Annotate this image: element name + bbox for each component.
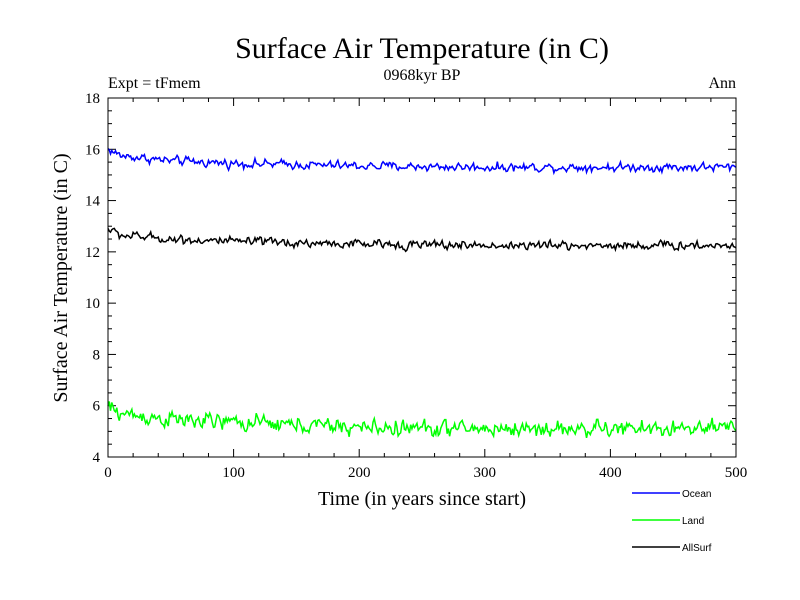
x-tick-label: 400 — [599, 465, 622, 481]
y-tick-label: 4 — [93, 450, 101, 466]
y-tick-label: 10 — [85, 296, 100, 312]
series-line-land — [107, 401, 737, 439]
x-axis-label: Time (in years since start) — [318, 488, 526, 510]
y-axis-label: Surface Air Temperature (in C) — [50, 153, 72, 402]
y-tick-label: 12 — [85, 245, 100, 261]
x-tick-label: 200 — [348, 465, 371, 481]
axis-ticks: 0 100 200 300 400 500 4 6 8 10 12 14 16 18 — [85, 91, 747, 481]
x-tick-label: 300 — [474, 465, 497, 481]
chart-subtitle: 0968kyr BP — [384, 67, 461, 84]
legend-label: Ocean — [682, 489, 711, 500]
experiment-label: Expt = tFmem — [108, 75, 201, 92]
legend-label: Land — [682, 516, 704, 527]
plot-frame — [107, 97, 737, 458]
season-label: Ann — [708, 75, 736, 92]
y-tick-label: 16 — [85, 142, 101, 158]
x-tick-label: 0 — [104, 465, 112, 481]
chart-title: Surface Air Temperature (in C) — [235, 32, 609, 65]
legend-label: AllSurf — [682, 543, 712, 554]
series-group — [107, 148, 737, 439]
y-tick-label: 6 — [93, 399, 101, 415]
x-tick-label: 500 — [725, 465, 748, 481]
series-line-ocean — [107, 148, 737, 176]
y-tick-label: 8 — [93, 347, 101, 363]
series-line-allsurf — [107, 227, 737, 253]
y-tick-label: 18 — [85, 91, 100, 107]
x-tick-label: 100 — [222, 465, 245, 481]
y-tick-label: 14 — [85, 194, 101, 210]
legend: Ocean Land AllSurf — [632, 489, 712, 554]
